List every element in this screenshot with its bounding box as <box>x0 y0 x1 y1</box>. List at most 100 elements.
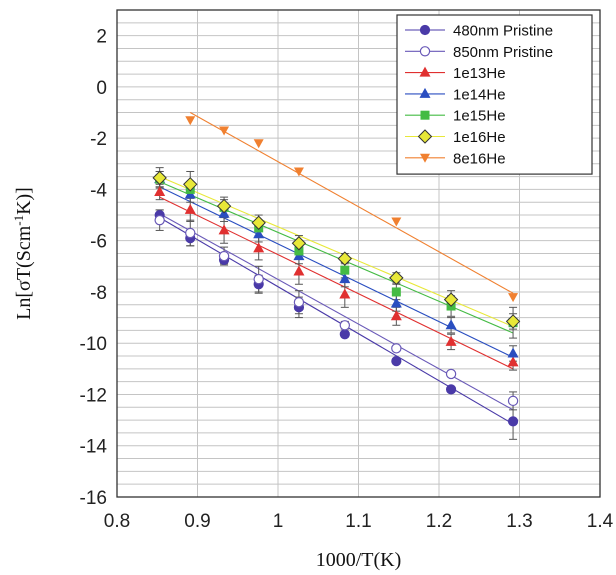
marker <box>293 265 305 276</box>
legend-entry: 1e15He <box>405 108 506 125</box>
data-point <box>293 297 305 308</box>
marker <box>339 273 351 284</box>
data-point <box>218 224 230 235</box>
data-point <box>253 228 265 239</box>
y-tick-label: -6 <box>90 232 107 253</box>
marker <box>445 335 457 346</box>
y-axis-label-superscript: -1 <box>11 215 26 226</box>
data-point <box>185 116 196 126</box>
fit-line-3 <box>159 186 514 358</box>
legend-box <box>396 14 593 175</box>
x-tick-labels: 0.8 0.9 1 1.1 1.2 1.3 1.4 <box>104 511 614 532</box>
y-tick-label: -2 <box>90 129 107 150</box>
y-axis-label-tail: K)] <box>13 187 35 215</box>
y-tick-label: -4 <box>90 180 107 201</box>
marker <box>505 314 521 329</box>
x-tick-label: 0.9 <box>184 511 210 532</box>
fit-line-2 <box>159 196 514 370</box>
y-tick-label: 0 <box>96 78 107 99</box>
y-tick-label: -14 <box>80 437 108 458</box>
x-tick-label: 1.2 <box>426 511 452 532</box>
marker <box>253 242 265 253</box>
data-point <box>154 214 165 226</box>
marker <box>253 273 264 285</box>
legend-label: 1e16He <box>453 129 506 146</box>
legend-entry: 1e13He <box>405 65 506 82</box>
data-point <box>184 203 196 214</box>
data-point <box>391 356 402 367</box>
data-point <box>339 273 351 284</box>
marker <box>218 224 230 235</box>
marker <box>339 320 351 331</box>
legend-entry: 8e16He <box>405 150 506 167</box>
x-tick-label: 1.1 <box>345 511 371 532</box>
marker <box>390 297 402 308</box>
legend-label: 8e16He <box>453 150 506 167</box>
data-point <box>507 395 519 407</box>
marker <box>419 24 431 36</box>
marker <box>391 356 402 367</box>
data-point <box>445 368 457 380</box>
marker <box>154 214 165 226</box>
data-point <box>507 347 519 358</box>
data-point <box>391 217 402 227</box>
data-point <box>508 293 519 303</box>
marker <box>420 110 430 120</box>
marker <box>253 228 265 239</box>
fit-line-4 <box>159 181 514 334</box>
legend-label: 1e13He <box>453 65 506 82</box>
fit-line-6 <box>189 112 514 294</box>
data-point <box>339 329 350 340</box>
legend: 480nm Pristine 850nm Pristine 1e13He 1e14He… <box>396 14 593 175</box>
marker <box>294 246 304 256</box>
data-point <box>253 273 264 285</box>
data-point <box>340 265 350 275</box>
data-point <box>216 198 232 214</box>
x-tick-label: 1.3 <box>506 511 532 532</box>
marker <box>293 167 304 177</box>
data-point <box>293 265 305 276</box>
data-point <box>183 177 198 192</box>
fit-line-1 <box>159 213 514 411</box>
marker <box>391 217 402 227</box>
data-point <box>391 287 401 297</box>
marker <box>507 416 519 427</box>
marker <box>389 270 404 286</box>
data-point <box>154 185 166 196</box>
marker <box>508 293 519 303</box>
fit-line-5 <box>159 176 514 328</box>
marker <box>507 356 519 367</box>
marker <box>218 250 230 262</box>
marker <box>507 395 519 407</box>
data-point <box>251 215 266 230</box>
marker <box>339 329 350 340</box>
error-bars <box>155 167 518 440</box>
marker <box>337 251 353 266</box>
data-point <box>253 139 264 149</box>
marker <box>339 288 351 299</box>
marker <box>417 129 433 144</box>
legend-entry: 480nm Pristine <box>405 23 553 40</box>
y-tick-label: -8 <box>90 283 107 304</box>
y-tick-label: 2 <box>96 27 107 48</box>
data-point <box>218 250 230 262</box>
data-points <box>152 116 521 427</box>
data-point <box>505 314 521 329</box>
x-tick-label: 1.4 <box>587 511 614 532</box>
marker <box>419 46 431 57</box>
legend-label: 480nm Pristine <box>453 23 553 40</box>
legend-entry: 850nm Pristine <box>405 44 553 61</box>
legend-label: 1e15He <box>453 108 506 125</box>
legend-entry: 1e14He <box>405 86 506 103</box>
data-point <box>219 126 230 136</box>
marker <box>154 185 166 196</box>
y-tick-label: -16 <box>80 488 107 509</box>
fit-line-0 <box>159 217 514 425</box>
marker <box>219 126 230 136</box>
x-tick-label: 1 <box>273 511 284 532</box>
marker <box>216 198 232 214</box>
data-point <box>390 297 402 308</box>
data-point <box>390 310 402 321</box>
legend-label: 1e14He <box>453 86 506 103</box>
marker <box>419 66 431 77</box>
